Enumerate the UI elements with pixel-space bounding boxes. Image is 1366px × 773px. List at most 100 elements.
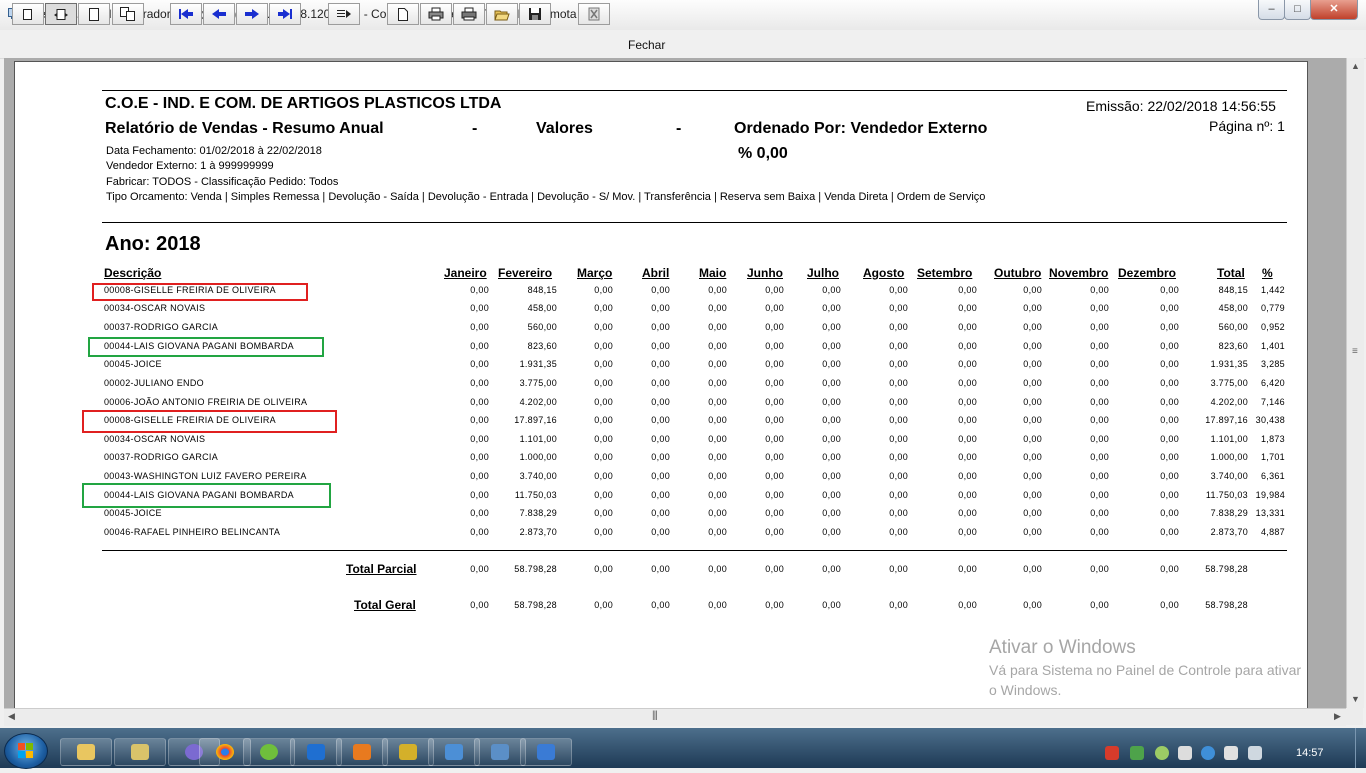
value-setembro: 0,00	[958, 341, 977, 351]
report-mode: Valores	[536, 120, 593, 137]
taskbar-app[interactable]	[243, 738, 295, 766]
save-button[interactable]	[519, 3, 551, 25]
value-julho: 0,00	[822, 378, 841, 388]
volume-icon[interactable]	[1224, 746, 1238, 760]
filter-order-type: Tipo Orcamento: Venda | Simples Remessa …	[106, 191, 986, 203]
value-outubro: 0,00	[1023, 452, 1042, 462]
horizontal-scrollbar[interactable]: ◀ ||| ▶	[4, 708, 1346, 726]
scroll-left-icon[interactable]: ◀	[8, 711, 15, 721]
page-number: Página nº: 1	[1209, 118, 1285, 134]
teamviewer-icon	[307, 744, 325, 760]
value-janeiro: 0,00	[470, 378, 489, 388]
value-novembro: 0,00	[1090, 415, 1109, 425]
open-button[interactable]	[486, 3, 518, 25]
value-janeiro: 0,00	[470, 508, 489, 518]
value-maio: 0,00	[708, 452, 727, 462]
column-header-setembro: Setembro	[917, 266, 973, 280]
page-setup-button[interactable]	[387, 3, 419, 25]
value-setembro: 0,00	[958, 434, 977, 444]
value-agosto: 0,00	[889, 285, 908, 295]
close-report-label[interactable]: Fechar	[628, 38, 666, 52]
value-: 1,401	[1260, 341, 1285, 351]
full-page-button[interactable]	[78, 3, 110, 25]
taskbar-explorer[interactable]	[60, 738, 112, 766]
tray-flag-icon[interactable]	[1105, 746, 1119, 760]
value-janeiro: 0,00	[470, 303, 489, 313]
multi-page-button[interactable]	[112, 3, 144, 25]
page-width-icon	[54, 8, 68, 20]
close-window-button[interactable]: ✕	[1310, 0, 1358, 20]
scroll-up-icon[interactable]: ▲	[1351, 61, 1360, 71]
minimize-button[interactable]: –	[1258, 0, 1285, 20]
taskbar-app[interactable]	[520, 738, 572, 766]
taskbar-chrome[interactable]	[199, 738, 251, 766]
value-outubro: 0,00	[1023, 285, 1042, 295]
table-row: 00045-JOICE 0,00 7.838,29 0,00 0,00 0,00 0,00 0…	[0, 508, 1366, 526]
go-to-page-button[interactable]	[328, 3, 360, 25]
tray-download-icon[interactable]	[1130, 746, 1144, 760]
previous-page-button[interactable]	[203, 3, 235, 25]
value-agosto: 0,00	[889, 508, 908, 518]
vertical-scrollbar[interactable]: ▲ ≡ ▼	[1346, 58, 1364, 708]
first-page-button[interactable]	[170, 3, 202, 25]
print-button[interactable]	[453, 3, 485, 25]
taskbar-clock[interactable]: 14:57	[1296, 747, 1324, 759]
value-junho: 0,00	[765, 490, 784, 500]
totals-label: Total Geral	[354, 598, 416, 612]
column-header-abril: Abril	[642, 266, 670, 280]
value-marc-o: 0,00	[594, 415, 613, 425]
value-setembro: 0,00	[958, 490, 977, 500]
tray-teamviewer-icon[interactable]	[1201, 746, 1215, 760]
taskbar-app[interactable]	[382, 738, 434, 766]
single-page-button[interactable]	[12, 3, 44, 25]
tray-device-icon[interactable]	[1178, 746, 1192, 760]
value-maio: 0,00	[708, 378, 727, 388]
scroll-right-icon[interactable]: ▶	[1334, 711, 1341, 721]
value-junho: 0,00	[765, 508, 784, 518]
totals-label: Total Parcial	[346, 562, 417, 576]
value-junho: 0,00	[765, 471, 784, 481]
title-separator: -	[676, 120, 682, 137]
network-icon[interactable]	[1248, 746, 1262, 760]
tray-app-icon[interactable]	[1155, 746, 1169, 760]
value-junho: 0,00	[765, 527, 784, 537]
last-page-icon	[278, 9, 292, 19]
close-report-button[interactable]	[578, 3, 610, 25]
value-fevereiro: 11.750,03	[514, 490, 557, 500]
scroll-grip-icon[interactable]: ≡	[1352, 346, 1358, 357]
taskbar-app[interactable]	[336, 738, 388, 766]
scroll-down-icon[interactable]: ▼	[1351, 694, 1360, 704]
value-marc-o: 0,00	[594, 303, 613, 313]
last-page-button[interactable]	[269, 3, 301, 25]
value-agosto: 0,00	[889, 359, 908, 369]
value-novembro: 0,00	[1090, 397, 1109, 407]
show-desktop-button[interactable]	[1355, 728, 1366, 768]
total-novembro: 0,00	[1090, 564, 1109, 574]
print-setup-button[interactable]	[420, 3, 452, 25]
seller-description: 00034-OSCAR NOVAIS	[104, 434, 206, 444]
scroll-grip-icon[interactable]: |||	[652, 710, 658, 721]
value-abril: 0,00	[651, 322, 670, 332]
seller-description: 00043-WASHINGTON LUIZ FAVERO PEREIRA	[104, 471, 307, 481]
value-maio: 0,00	[708, 527, 727, 537]
value-novembro: 0,00	[1090, 359, 1109, 369]
taskbar-network[interactable]	[114, 738, 166, 766]
total-abril: 0,00	[651, 600, 670, 610]
taskbar-app[interactable]	[474, 738, 526, 766]
start-button[interactable]	[4, 733, 48, 769]
taskbar-teamviewer[interactable]	[290, 738, 342, 766]
value-junho: 0,00	[765, 359, 784, 369]
page-width-button[interactable]	[45, 3, 77, 25]
taskbar-app[interactable]	[168, 738, 220, 766]
value-agosto: 0,00	[889, 490, 908, 500]
maximize-button[interactable]: □	[1284, 0, 1311, 20]
app-icon	[353, 744, 371, 760]
value-outubro: 0,00	[1023, 508, 1042, 518]
total-agosto: 0,00	[889, 600, 908, 610]
value-: 4,887	[1260, 527, 1285, 537]
value-total: 1.931,35	[1210, 359, 1248, 369]
total-outubro: 0,00	[1023, 600, 1042, 610]
taskbar-remote-desktop[interactable]	[428, 738, 480, 766]
next-page-button[interactable]	[236, 3, 268, 25]
filter-manufacture: Fabricar: TODOS - Classificação Pedido: …	[106, 176, 339, 188]
